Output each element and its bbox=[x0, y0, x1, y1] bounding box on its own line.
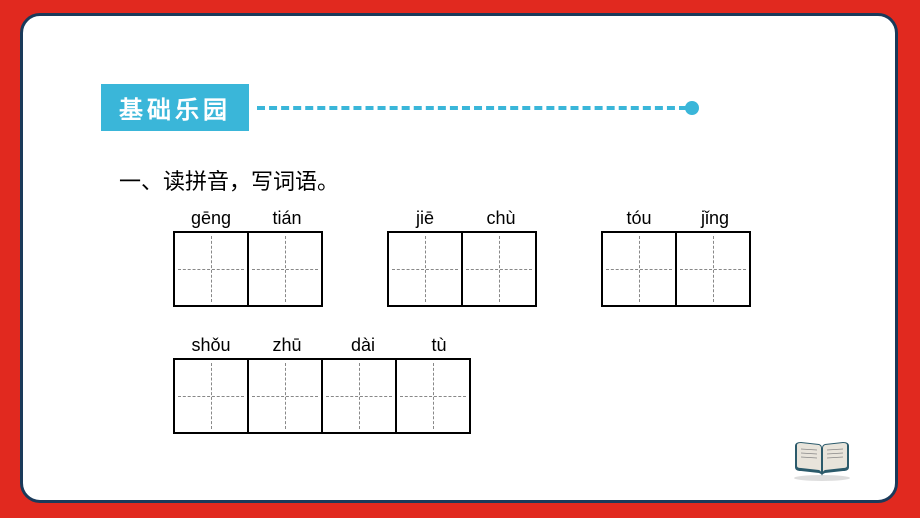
word-group: gēngtián bbox=[173, 208, 325, 307]
pinyin-label: tián bbox=[249, 208, 325, 229]
pinyin-label: shǒu bbox=[173, 335, 249, 356]
char-box bbox=[395, 358, 471, 434]
book-icon bbox=[789, 438, 855, 482]
char-box-row bbox=[173, 358, 477, 434]
char-box bbox=[247, 231, 323, 307]
divider-dot bbox=[685, 101, 699, 115]
section-header: 基础乐园 bbox=[101, 84, 699, 131]
exercise-area: gēngtián jiēchù tóujǐng shǒuzhūdàitù bbox=[173, 208, 753, 462]
pinyin-label: gēng bbox=[173, 208, 249, 229]
dashed-divider bbox=[257, 106, 687, 110]
char-box bbox=[387, 231, 463, 307]
word-group: jiēchù bbox=[387, 208, 539, 307]
exercise-row: shǒuzhūdàitù bbox=[173, 335, 753, 434]
content-frame: 基础乐园 一、读拼音，写词语。 gēngtián jiēchù tóujǐng shǒ… bbox=[20, 13, 898, 503]
char-box-row bbox=[601, 231, 753, 307]
char-box bbox=[601, 231, 677, 307]
pinyin-row: tóujǐng bbox=[601, 208, 753, 229]
pinyin-label: dài bbox=[325, 335, 401, 356]
word-group: shǒuzhūdàitù bbox=[173, 335, 477, 434]
section-title: 基础乐园 bbox=[119, 97, 231, 124]
char-box bbox=[247, 358, 323, 434]
char-box-row bbox=[387, 231, 539, 307]
pinyin-label: jǐng bbox=[677, 208, 753, 229]
pinyin-label: chù bbox=[463, 208, 539, 229]
word-group: tóujǐng bbox=[601, 208, 753, 307]
pinyin-row: gēngtián bbox=[173, 208, 325, 229]
pinyin-label: tóu bbox=[601, 208, 677, 229]
char-box bbox=[321, 358, 397, 434]
exercise-row: gēngtián jiēchù tóujǐng bbox=[173, 208, 753, 307]
pinyin-row: shǒuzhūdàitù bbox=[173, 335, 477, 356]
char-box bbox=[173, 358, 249, 434]
section-badge: 基础乐园 bbox=[101, 84, 249, 131]
char-box bbox=[675, 231, 751, 307]
char-box-row bbox=[173, 231, 325, 307]
char-box bbox=[173, 231, 249, 307]
char-box bbox=[461, 231, 537, 307]
pinyin-label: zhū bbox=[249, 335, 325, 356]
pinyin-label: tù bbox=[401, 335, 477, 356]
pinyin-label: jiē bbox=[387, 208, 463, 229]
pinyin-row: jiēchù bbox=[387, 208, 539, 229]
exercise-instruction: 一、读拼音，写词语。 bbox=[119, 164, 339, 196]
